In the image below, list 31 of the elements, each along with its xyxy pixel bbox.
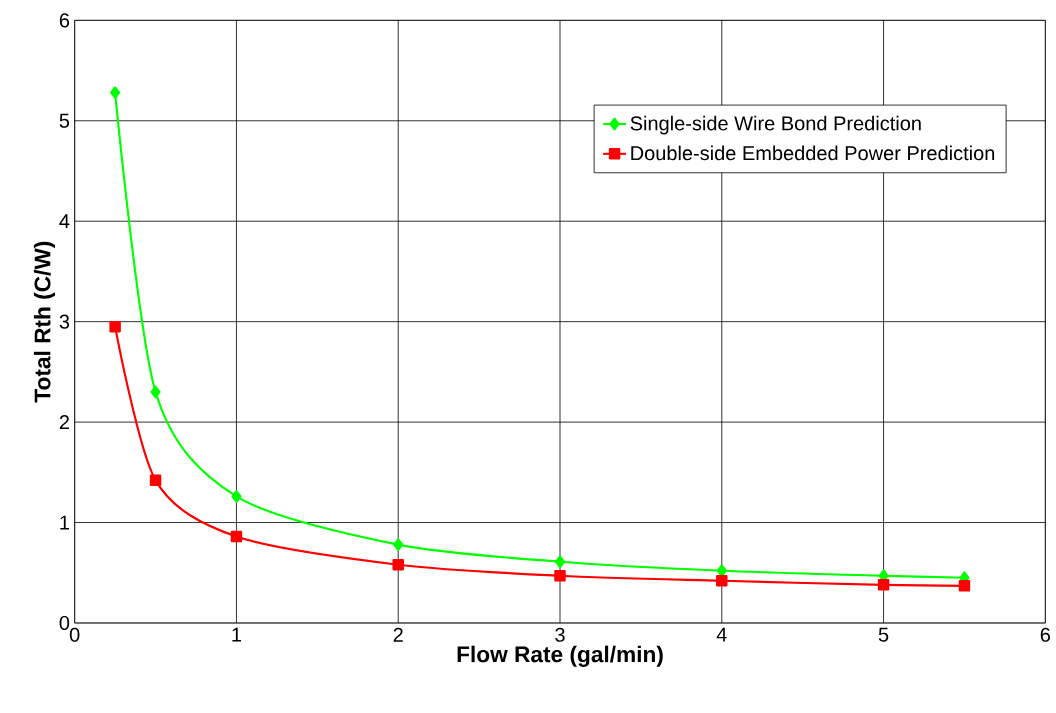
point	[150, 385, 161, 399]
y-tick-label: 1	[60, 515, 69, 530]
x-tick-label: 4	[716, 627, 727, 642]
point	[149, 474, 162, 487]
point	[716, 575, 728, 587]
legend-label: Single-side Wire Bond Prediction	[630, 115, 921, 135]
y-tick-label: 5	[59, 113, 70, 128]
point	[109, 320, 121, 333]
y-tick-label: 6	[59, 13, 70, 28]
y-tick-label: 0	[59, 615, 70, 631]
x-tick-label: 0	[69, 627, 80, 642]
point	[554, 570, 566, 582]
legend-label: Double-side Embedded Power Prediction	[631, 145, 995, 161]
point	[231, 490, 242, 503]
point	[393, 538, 404, 552]
x-tick-label: 2	[393, 627, 403, 642]
point	[110, 86, 121, 100]
y-tick-label: 3	[59, 314, 70, 329]
x-tick-label: 1	[232, 627, 242, 642]
point	[554, 555, 566, 569]
x-axis-title: Flow Rate (gal/min)	[457, 645, 663, 667]
y-tick-label: 4	[59, 214, 70, 229]
point	[392, 558, 404, 571]
point	[958, 580, 971, 592]
x-tick-label: 5	[878, 627, 889, 642]
x-tick-label: 3	[555, 627, 565, 642]
y-axis-title: Total Rth (C/W)	[33, 241, 56, 403]
y-tick-label: 2	[59, 415, 69, 430]
x-tick-label: 6	[1040, 627, 1051, 642]
point	[230, 530, 243, 543]
point	[877, 579, 890, 591]
